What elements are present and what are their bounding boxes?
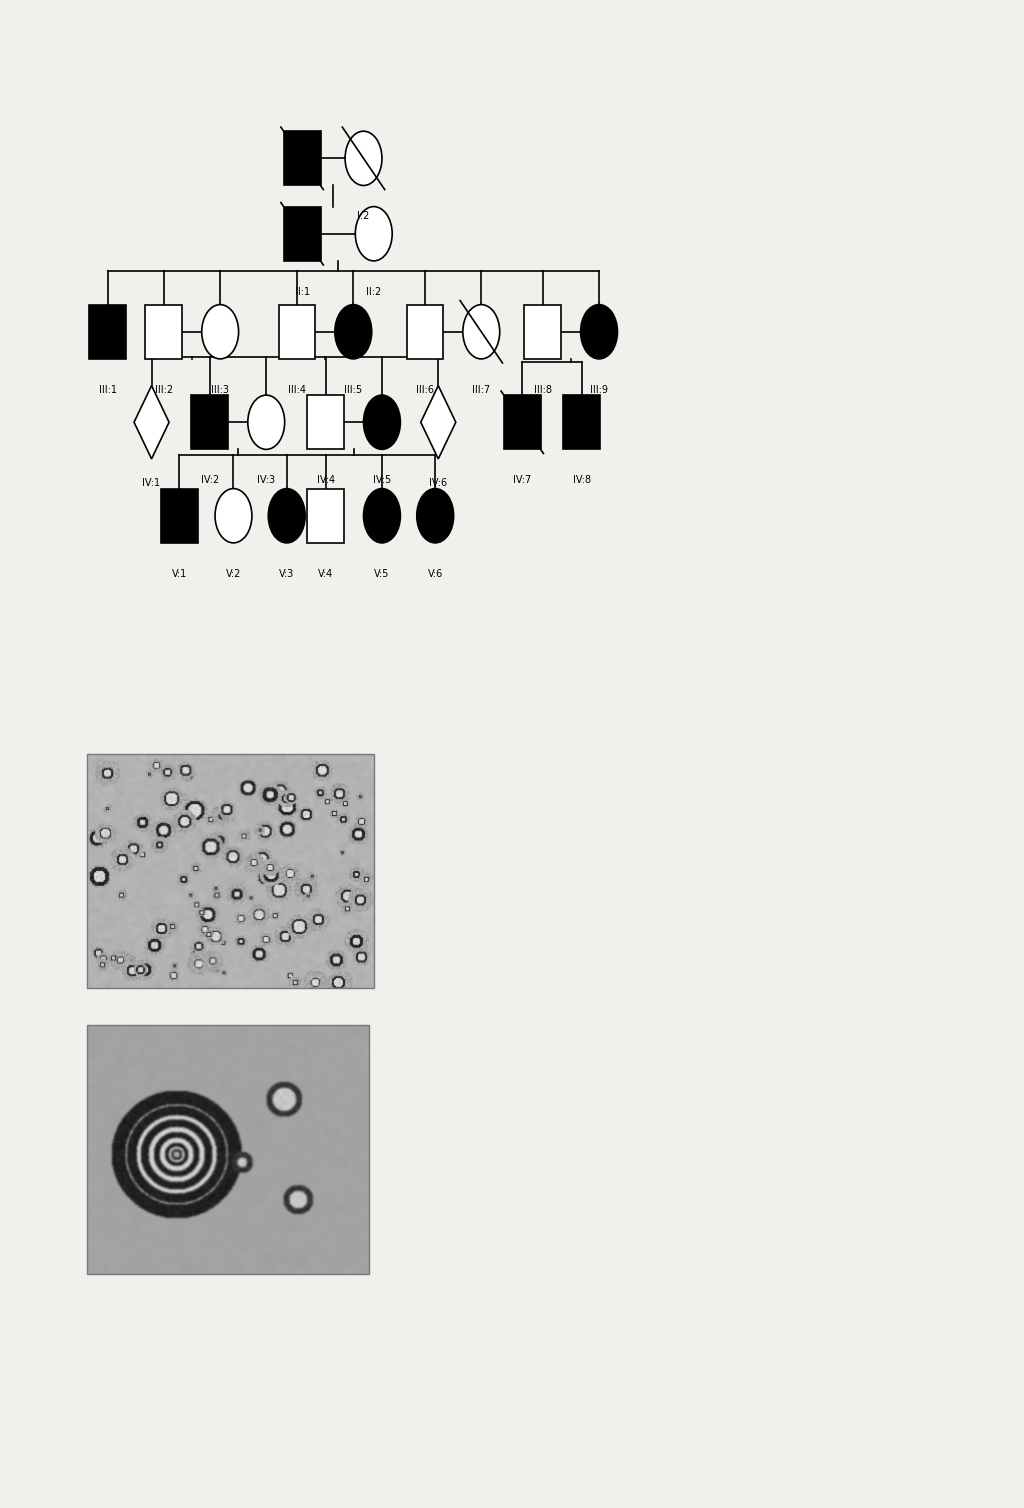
Text: III:5: III:5 <box>344 385 362 395</box>
Circle shape <box>417 489 454 543</box>
Circle shape <box>248 395 285 449</box>
Circle shape <box>355 207 392 261</box>
Text: IV:5: IV:5 <box>373 475 391 486</box>
Bar <box>161 489 198 543</box>
Bar <box>284 207 321 261</box>
Text: IV:2: IV:2 <box>201 475 219 486</box>
Text: III:7: III:7 <box>472 385 490 395</box>
Text: IV:1: IV:1 <box>142 478 161 489</box>
Text: III:6: III:6 <box>416 385 434 395</box>
Text: III:3: III:3 <box>211 385 229 395</box>
Circle shape <box>335 305 372 359</box>
Text: II:2: II:2 <box>367 287 381 297</box>
Bar <box>87 754 374 988</box>
Text: V:4: V:4 <box>318 569 333 579</box>
Bar <box>145 305 182 359</box>
Circle shape <box>202 305 239 359</box>
Text: IV:3: IV:3 <box>257 475 275 486</box>
Text: II:1: II:1 <box>295 287 309 297</box>
Circle shape <box>463 305 500 359</box>
Text: V:5: V:5 <box>374 569 390 579</box>
Bar <box>407 305 443 359</box>
Circle shape <box>345 131 382 185</box>
Text: V:6: V:6 <box>428 569 442 579</box>
Text: III:4: III:4 <box>288 385 306 395</box>
Bar <box>284 131 321 185</box>
Polygon shape <box>421 386 456 458</box>
Text: IV:8: IV:8 <box>572 475 591 486</box>
Text: IV:4: IV:4 <box>316 475 335 486</box>
Text: V:3: V:3 <box>280 569 294 579</box>
Circle shape <box>364 489 400 543</box>
Text: III:1: III:1 <box>98 385 117 395</box>
Bar <box>307 395 344 449</box>
Text: IV:7: IV:7 <box>513 475 531 486</box>
Bar <box>563 395 600 449</box>
Text: III:9: III:9 <box>590 385 608 395</box>
Circle shape <box>268 489 305 543</box>
Text: I:1: I:1 <box>296 211 308 222</box>
Polygon shape <box>134 386 169 458</box>
Text: V:2: V:2 <box>225 569 242 579</box>
Text: V:1: V:1 <box>172 569 186 579</box>
Bar <box>191 395 228 449</box>
Circle shape <box>364 395 400 449</box>
Bar <box>87 1025 369 1274</box>
Text: IV:6: IV:6 <box>429 478 447 489</box>
Bar <box>524 305 561 359</box>
Circle shape <box>581 305 617 359</box>
Bar <box>307 489 344 543</box>
Text: III:2: III:2 <box>155 385 173 395</box>
Circle shape <box>215 489 252 543</box>
Text: I:2: I:2 <box>357 211 370 222</box>
Bar <box>279 305 315 359</box>
Text: III:8: III:8 <box>534 385 552 395</box>
Bar <box>504 395 541 449</box>
Bar <box>89 305 126 359</box>
